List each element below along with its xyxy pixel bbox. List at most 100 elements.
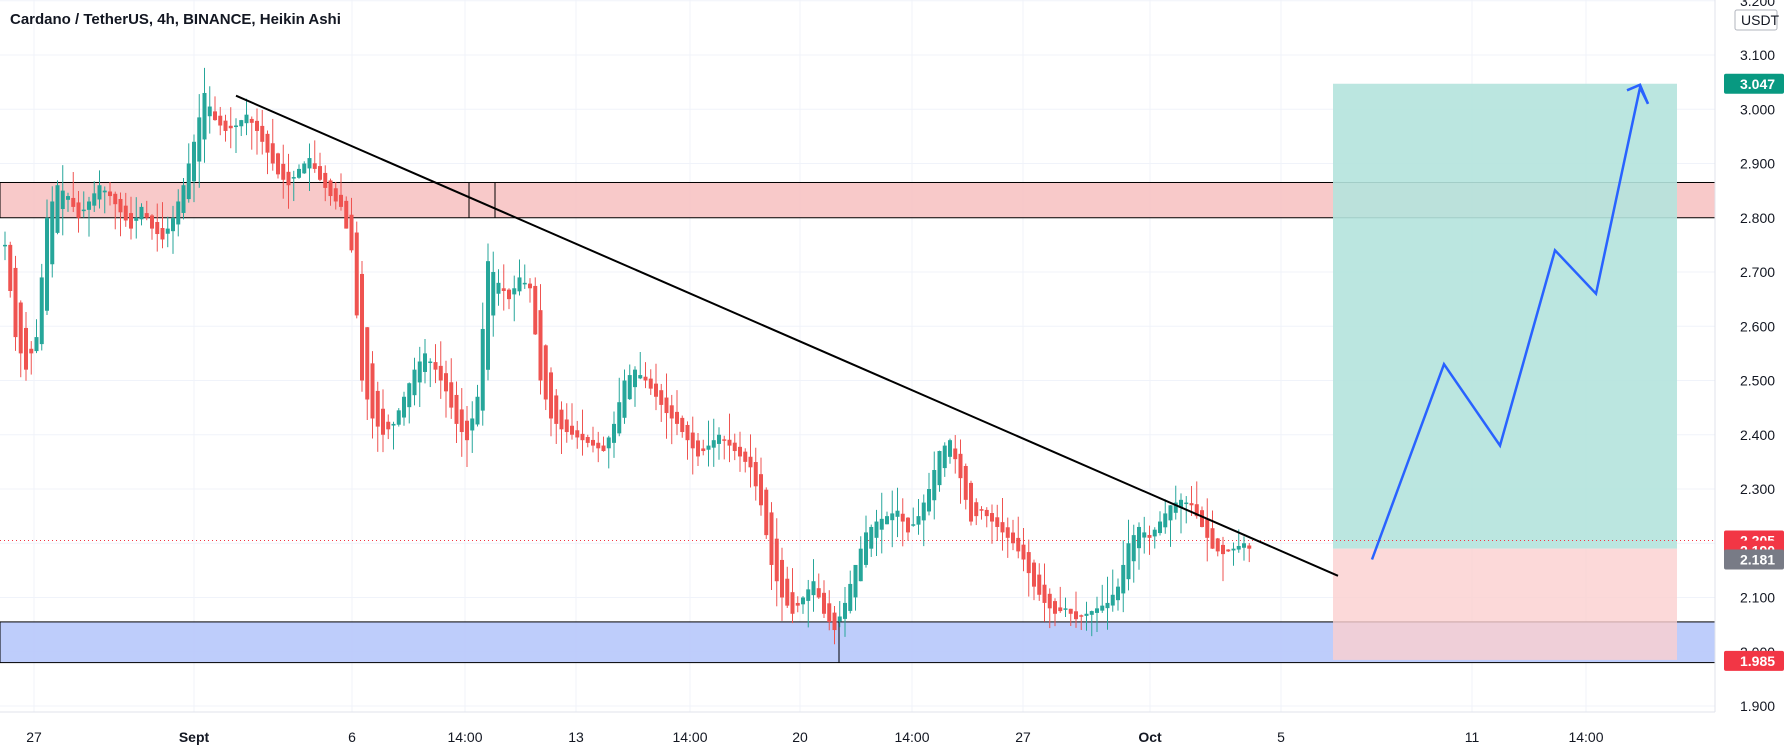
candle-body [1168, 505, 1173, 521]
candle-body [1131, 535, 1136, 562]
candle-body [417, 361, 422, 383]
candle-body [659, 390, 664, 405]
candle-body [696, 440, 700, 457]
candle-body [811, 581, 816, 596]
candle-body [344, 200, 349, 229]
candle-body [948, 440, 952, 457]
candle-body [559, 409, 564, 430]
candle-body [92, 193, 97, 206]
candle-body [1095, 608, 1099, 613]
candle-body [1021, 544, 1026, 560]
candle-body [963, 465, 968, 500]
candle-body [958, 453, 963, 479]
candle-body [302, 163, 307, 174]
candle-body [134, 217, 139, 221]
candle-body [3, 244, 7, 247]
candle-body [706, 445, 711, 450]
price-axis [1715, 0, 1787, 752]
chart-title: Cardano / TetherUS, 4h, BINANCE, Heikin … [10, 11, 341, 28]
candle-body [900, 513, 905, 522]
candle-body [790, 592, 795, 614]
candle-body [648, 378, 653, 389]
candle-body [1226, 549, 1231, 552]
candle-body [664, 397, 669, 414]
candle-body [738, 446, 742, 457]
candle-body [680, 417, 685, 433]
candle-body [181, 185, 186, 213]
y-tick-label: 2.600 [1740, 318, 1775, 334]
currency-box [1734, 9, 1778, 31]
candle-body [81, 209, 86, 212]
candle-body [879, 518, 884, 530]
x-tick-label: 20 [792, 729, 808, 745]
candle-body [911, 524, 916, 526]
candle-body [801, 597, 805, 605]
y-tick-label: 2.400 [1740, 427, 1775, 443]
candle-body [66, 196, 70, 200]
candle-body [596, 442, 601, 449]
candle-body [564, 419, 569, 433]
candle-body [1142, 532, 1147, 538]
candle-body [218, 115, 223, 126]
candle-body [297, 168, 301, 178]
candle-body [1215, 538, 1220, 552]
candle-body [1116, 586, 1120, 601]
candle-body [449, 382, 454, 408]
candle-body [381, 408, 385, 435]
candle-body [323, 172, 328, 188]
x-tick-label: 27 [1015, 729, 1031, 745]
candle-body [1205, 518, 1210, 538]
drawings[interactable] [235, 83, 1650, 577]
candle-body [1242, 543, 1246, 548]
grid [0, 0, 1715, 712]
price-tag [1724, 650, 1784, 671]
stop-zone [1333, 548, 1677, 660]
candle-body [937, 451, 942, 486]
candle-body [906, 517, 910, 533]
candle-body [24, 327, 28, 370]
candle-body [722, 439, 727, 441]
candle-body [1236, 545, 1241, 550]
candle-body [643, 376, 648, 381]
candle-body [843, 602, 847, 619]
candle-body [8, 244, 13, 291]
candle-body [423, 353, 427, 372]
candle-body [654, 383, 658, 397]
candle-body [533, 285, 538, 335]
candle-body [1068, 608, 1073, 614]
candle-body [97, 185, 102, 200]
candle-body [1047, 593, 1052, 609]
x-tick-label: 13 [568, 729, 584, 745]
candle-body [759, 474, 763, 506]
candle-body [780, 559, 784, 598]
candle-body [942, 445, 947, 469]
candle-body [171, 217, 175, 232]
y-tick-label: 2.500 [1740, 373, 1775, 389]
y-tick-label: 3.100 [1740, 47, 1775, 63]
candle-body [108, 191, 112, 197]
candle-body [360, 273, 364, 381]
price-tag-label: 3.047 [1740, 76, 1775, 92]
candle-body [470, 418, 475, 431]
candle-body [701, 448, 706, 452]
candle-body [318, 166, 322, 180]
candle-body [480, 328, 485, 411]
trendline[interactable] [235, 94, 1339, 577]
candle-body [234, 125, 238, 128]
candle-body [617, 402, 622, 434]
candle-body [265, 133, 270, 153]
candle-body [764, 489, 769, 536]
candle-body [848, 583, 853, 611]
candle-body [339, 194, 343, 207]
projection-arrowhead[interactable] [1626, 83, 1650, 105]
candle-body [202, 92, 207, 140]
x-tick-label: 14:00 [447, 729, 482, 745]
currency-label: USDT [1741, 12, 1780, 28]
candle-body [155, 222, 160, 235]
candle-body [1016, 537, 1021, 552]
candle-body [150, 215, 154, 229]
candle-body [475, 396, 480, 425]
candle-body [1152, 529, 1157, 537]
